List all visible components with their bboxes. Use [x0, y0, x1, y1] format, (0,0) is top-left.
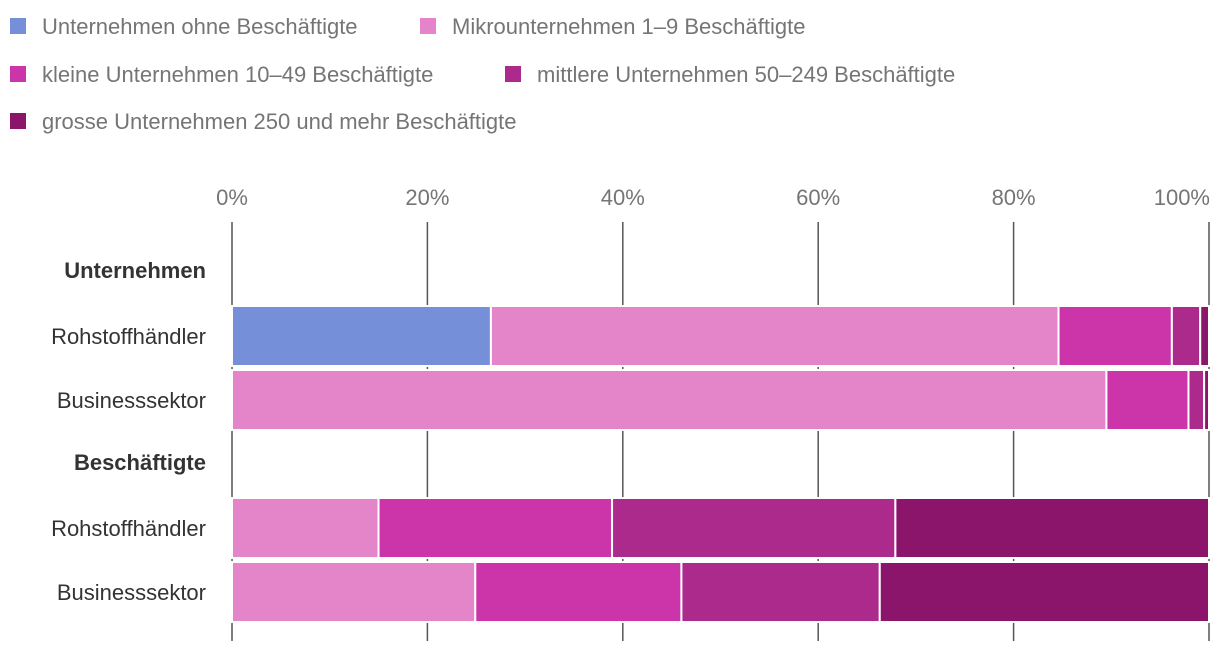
bar-segment — [1199, 305, 1211, 367]
bar-segment — [1170, 305, 1202, 367]
bar-segment — [231, 497, 380, 559]
tick-label: 20% — [405, 185, 449, 210]
legend-label: Mikrounternehmen 1–9 Beschäftigte — [452, 14, 805, 39]
legend-label: Unternehmen ohne Beschäftigte — [42, 14, 358, 39]
bar-segment — [489, 305, 1060, 367]
category-label: Businesssektor — [57, 580, 206, 605]
category-label: Businesssektor — [57, 388, 206, 413]
tick-label: 100% — [1154, 185, 1210, 210]
bar-segment — [231, 305, 492, 367]
tick-label: 0% — [216, 185, 248, 210]
legend-swatch — [10, 18, 26, 34]
legend: Unternehmen ohne Beschäftigte Mikrountern… — [10, 14, 955, 134]
bar-segment — [680, 561, 881, 623]
tick-label: 80% — [992, 185, 1036, 210]
legend-swatch — [10, 113, 26, 129]
bar-segment — [1105, 369, 1190, 431]
group-label: Beschäftigte — [74, 450, 206, 475]
legend-swatch — [10, 66, 26, 82]
category-label: Rohstoffhändler — [51, 516, 206, 541]
x-axis-ticks: 0% 20% 40% 60% 80% 100% — [216, 185, 1210, 210]
legend-item: mittlere Unternehmen 50–249 Beschäftigte — [505, 62, 955, 87]
bar-segment — [894, 497, 1210, 559]
row-labels: Unternehmen Rohstoffhändler Businesssektor… — [51, 258, 206, 605]
tick-label: 40% — [601, 185, 645, 210]
bar-segment — [878, 561, 1210, 623]
bar-segment — [231, 561, 477, 623]
bar-segment — [474, 561, 683, 623]
legend-item: Unternehmen ohne Beschäftigte — [10, 14, 358, 39]
bar-segment — [231, 369, 1108, 431]
group-label: Unternehmen — [64, 258, 206, 283]
tick-label: 60% — [796, 185, 840, 210]
bars — [231, 305, 1211, 623]
legend-label: mittlere Unternehmen 50–249 Beschäftigte — [537, 62, 955, 87]
legend-item: grosse Unternehmen 250 und mehr Beschäft… — [10, 109, 517, 134]
legend-item: kleine Unternehmen 10–49 Beschäftigte — [10, 62, 433, 87]
bar-segment — [377, 497, 614, 559]
legend-label: grosse Unternehmen 250 und mehr Beschäft… — [42, 109, 517, 134]
legend-swatch — [420, 18, 436, 34]
legend-item: Mikrounternehmen 1–9 Beschäftigte — [420, 14, 805, 39]
category-label: Rohstoffhändler — [51, 324, 206, 349]
bar-segment — [1187, 369, 1206, 431]
bar-segment — [1057, 305, 1173, 367]
bar-segment — [611, 497, 897, 559]
bar-segment — [1203, 369, 1210, 431]
legend-swatch — [505, 66, 521, 82]
legend-label: kleine Unternehmen 10–49 Beschäftigte — [42, 62, 433, 87]
